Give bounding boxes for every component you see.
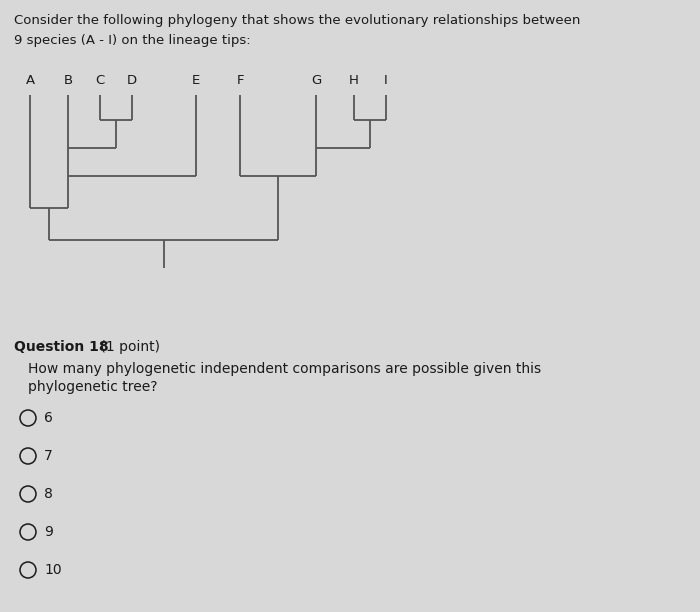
Text: Consider the following phylogeny that shows the evolutionary relationships betwe: Consider the following phylogeny that sh… <box>14 14 580 27</box>
Text: F: F <box>237 74 244 87</box>
Text: How many phylogenetic independent comparisons are possible given this: How many phylogenetic independent compar… <box>28 362 541 376</box>
Text: E: E <box>192 74 200 87</box>
Text: I: I <box>384 74 388 87</box>
Text: 9 species (A - I) on the lineage tips:: 9 species (A - I) on the lineage tips: <box>14 34 251 47</box>
Text: 6: 6 <box>44 411 53 425</box>
Text: Question 18: Question 18 <box>14 340 108 354</box>
Text: 8: 8 <box>44 487 53 501</box>
Text: (1 point): (1 point) <box>96 340 160 354</box>
Text: phylogenetic tree?: phylogenetic tree? <box>28 380 158 394</box>
Text: 10: 10 <box>44 563 62 577</box>
Text: D: D <box>127 74 137 87</box>
Text: G: G <box>311 74 321 87</box>
Text: A: A <box>25 74 34 87</box>
Text: 9: 9 <box>44 525 53 539</box>
Text: B: B <box>64 74 73 87</box>
Text: 7: 7 <box>44 449 52 463</box>
Text: C: C <box>95 74 104 87</box>
Text: H: H <box>349 74 359 87</box>
